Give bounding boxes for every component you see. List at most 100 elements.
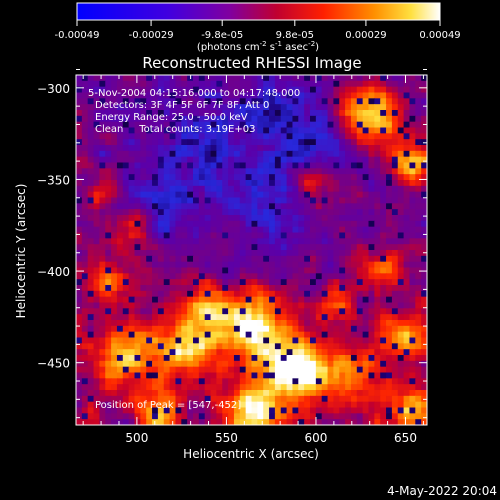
heatmap-cell: [140, 355, 147, 362]
heatmap-cell: [403, 127, 411, 134]
heatmap-cell: [380, 127, 387, 134]
heatmap-cell: [128, 133, 136, 140]
heatmap-cell: [403, 139, 411, 146]
heatmap-cell: [152, 378, 159, 385]
heatmap-cell: [116, 75, 124, 82]
heatmap-cell: [146, 92, 153, 99]
heatmap-cell: [327, 133, 334, 140]
heatmap-cell: [415, 261, 422, 269]
heatmap-cell: [210, 215, 217, 222]
heatmap-cell: [81, 86, 89, 94]
heatmap-cell: [304, 267, 311, 274]
heatmap-cell: [233, 337, 241, 344]
heatmap-cell: [140, 220, 147, 228]
heatmap-cell: [286, 197, 294, 204]
heatmap-cell: [76, 279, 83, 286]
heatmap-cell: [280, 279, 288, 286]
heatmap-cell: [386, 80, 393, 88]
heatmap-cell: [204, 162, 212, 169]
heatmap-cell: [175, 267, 182, 274]
heatmap-cell: [421, 150, 427, 158]
heatmap-cell: [116, 127, 124, 134]
heatmap-cell: [245, 75, 253, 82]
heatmap-cell: [193, 127, 200, 134]
heatmap-cell: [292, 261, 299, 269]
heatmap-cell: [397, 174, 405, 181]
heatmap-cell: [274, 191, 282, 199]
heatmap-cell: [263, 395, 270, 403]
heatmap-cell: [198, 98, 206, 105]
heatmap-cell: [128, 302, 136, 309]
heatmap-cell: [280, 366, 288, 374]
heatmap-cell: [327, 343, 334, 350]
heatmap-cell: [269, 360, 276, 368]
heatmap-cell: [152, 384, 159, 391]
heatmap-cell: [397, 250, 405, 257]
heatmap-cell: [286, 110, 294, 117]
heatmap-cell: [111, 401, 118, 409]
heatmap-cell: [116, 133, 124, 140]
heatmap-cell: [310, 156, 317, 164]
heatmap-cell: [111, 139, 118, 146]
heatmap-cell: [245, 390, 253, 397]
heatmap-cell: [304, 372, 311, 379]
heatmap-cell: [263, 250, 270, 257]
heatmap-cell: [210, 191, 217, 199]
heatmap-cell: [391, 250, 399, 257]
heatmap-cell: [157, 115, 165, 123]
heatmap-cell: [315, 349, 323, 356]
heatmap-cell: [251, 384, 258, 391]
heatmap-cell: [333, 261, 340, 269]
heatmap-cell: [257, 279, 264, 286]
heatmap-cell: [356, 133, 364, 140]
heatmap-cell: [222, 255, 229, 263]
heatmap-cell: [116, 110, 124, 117]
heatmap-cell: [257, 244, 264, 251]
heatmap-cell: [339, 343, 346, 350]
heatmap-cell: [374, 395, 381, 403]
heatmap-cell: [187, 296, 194, 304]
heatmap-cell: [397, 325, 405, 333]
heatmap-cell: [87, 337, 95, 344]
heatmap-cell: [204, 133, 212, 140]
heatmap-cell: [116, 384, 124, 391]
heatmap-cell: [415, 413, 422, 420]
heatmap-cell: [105, 296, 112, 304]
heatmap-cell: [105, 127, 112, 134]
heatmap-cell: [327, 308, 334, 315]
heatmap-cell: [374, 337, 381, 344]
heatmap-cell: [350, 203, 358, 210]
heatmap-cell: [368, 273, 375, 280]
heatmap-cell: [415, 127, 422, 134]
heatmap-cell: [169, 325, 177, 333]
heatmap-cell: [397, 238, 405, 245]
heatmap-cell: [76, 337, 83, 344]
heatmap-cell: [81, 320, 89, 327]
heatmap-cell: [339, 308, 346, 315]
heatmap-cell: [339, 296, 346, 304]
heatmap-cell: [76, 145, 83, 152]
heatmap-cell: [350, 250, 358, 257]
heatmap-cell: [350, 168, 358, 175]
heatmap-cell: [333, 220, 340, 228]
heatmap-cell: [245, 86, 253, 94]
heatmap-cell: [175, 413, 182, 420]
heatmap-cell: [76, 162, 83, 169]
heatmap-cell: [397, 133, 405, 140]
heatmap-cell: [350, 215, 358, 222]
heatmap-cell: [368, 349, 375, 356]
heatmap-cell: [409, 267, 416, 274]
heatmap-cell: [403, 337, 411, 344]
heatmap-cell: [327, 75, 334, 82]
heatmap-cell: [368, 121, 375, 129]
heatmap-cell: [409, 197, 416, 204]
heatmap-cell: [146, 413, 153, 420]
heatmap-cell: [81, 325, 89, 333]
heatmap-cell: [286, 325, 294, 333]
heatmap-cell: [269, 290, 276, 298]
heatmap-cell: [298, 355, 305, 362]
heatmap-cell: [233, 238, 241, 245]
heatmap-cell: [333, 331, 340, 339]
heatmap-cell: [140, 302, 147, 309]
heatmap-cell: [339, 232, 346, 239]
